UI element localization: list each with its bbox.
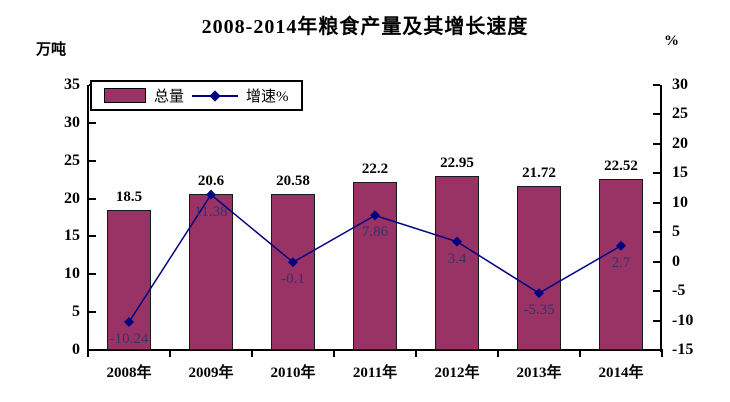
legend-line-diamond-icon [192, 89, 239, 102]
line-data-label: 3.4 [447, 251, 467, 267]
right-axis-tick-label: 10 [672, 194, 688, 211]
right-axis-tick-label: 15 [672, 164, 688, 181]
left-axis-tick [89, 273, 96, 275]
right-axis-tick-label: 0 [672, 253, 680, 270]
left-axis-tick-label: 5 [72, 303, 80, 320]
line-data-label: -10.24 [109, 331, 149, 347]
x-axis-category-label: 2011年 [352, 365, 398, 381]
right-axis-tick [653, 202, 660, 204]
line-data-label: 2.7 [611, 255, 631, 271]
diamond-marker [124, 316, 134, 327]
right-axis-unit-label: % [664, 33, 679, 49]
left-axis-tick [89, 235, 96, 237]
legend-label-total: 总量 [154, 89, 185, 105]
x-axis-tick [661, 350, 663, 357]
left-axis-tick-label: 0 [72, 341, 80, 358]
left-axis-tick-label: 35 [64, 76, 80, 93]
bar-data-label: 20.58 [276, 173, 310, 189]
x-axis-tick [579, 350, 581, 357]
right-axis-tick [653, 143, 660, 145]
right-axis-tick [653, 261, 660, 263]
left-axis-tick [89, 349, 96, 351]
right-axis-tick-label: -15 [672, 341, 694, 358]
bar-2014年 [599, 179, 643, 350]
right-axis-tick-label: 20 [672, 135, 688, 152]
left-axis-tick [89, 160, 96, 162]
bar-data-label: 22.95 [440, 155, 474, 171]
right-axis-tick [653, 113, 660, 115]
x-axis-tick [87, 350, 89, 357]
right-axis-tick-label: 5 [672, 223, 680, 240]
x-axis-category-label: 2014年 [598, 365, 644, 381]
legend: 总量 增速% [90, 80, 303, 111]
bar-2013年 [517, 186, 561, 350]
x-axis-category-label: 2013年 [516, 365, 562, 381]
left-axis-tick [89, 198, 96, 200]
bar-data-label: 21.72 [522, 165, 556, 181]
right-axis-tick [653, 320, 660, 322]
chart-title: 2008-2014年粮食产量及其增长速度 [201, 16, 529, 38]
x-axis-tick [251, 350, 253, 357]
left-axis-tick-label: 30 [64, 114, 80, 131]
x-axis-tick [415, 350, 417, 357]
line-data-label: 7.86 [361, 224, 389, 240]
x-axis-tick [333, 350, 335, 357]
diamond-marker [206, 189, 216, 200]
line-data-label: -5.35 [523, 302, 555, 318]
right-axis-tick [653, 290, 660, 292]
left-axis-tick-label: 20 [64, 190, 80, 207]
right-axis-tick [653, 84, 660, 86]
x-axis-tick [497, 350, 499, 357]
left-axis-tick [89, 122, 96, 124]
right-axis-tick [653, 231, 660, 233]
bar-2011年 [353, 182, 397, 350]
legend-label-growth: 增速% [246, 89, 289, 105]
left-axis-tick [89, 311, 96, 313]
right-axis-tick [653, 349, 660, 351]
x-axis-category-label: 2008年 [106, 365, 152, 381]
diamond-marker [534, 288, 544, 299]
left-axis-tick-label: 10 [64, 265, 80, 282]
left-axis-tick-label: 25 [64, 152, 80, 169]
diamond-marker [616, 240, 626, 251]
x-axis-category-label: 2012年 [434, 365, 480, 381]
line-data-label: -0.1 [281, 271, 305, 287]
right-axis-tick-label: -10 [672, 312, 694, 329]
right-axis-tick-label: 30 [672, 76, 688, 93]
bar-2012年 [435, 176, 479, 350]
bar-data-label: 22.2 [361, 161, 389, 177]
line-data-label: 11.38 [194, 204, 228, 220]
bar-data-label: 18.5 [115, 189, 143, 205]
legend-bar-swatch [104, 88, 146, 103]
right-axis-tick-label: -5 [672, 282, 686, 299]
left-axis-unit-label: 万吨 [36, 42, 67, 58]
right-axis-line [660, 85, 662, 352]
diamond-marker [452, 236, 462, 247]
right-axis-tick-label: 25 [672, 105, 688, 122]
bar-data-label: 20.6 [197, 173, 225, 189]
x-axis-category-label: 2009年 [188, 365, 234, 381]
diamond-marker [288, 257, 298, 268]
right-axis-tick [653, 172, 660, 174]
left-axis-line [87, 85, 89, 352]
bar-2010年 [271, 194, 315, 350]
bar-data-label: 22.52 [604, 158, 638, 174]
diamond-marker [370, 210, 380, 221]
x-axis-category-label: 2010年 [270, 365, 316, 381]
bar-2009年 [189, 194, 233, 350]
x-axis-tick [169, 350, 171, 357]
left-axis-tick-label: 15 [64, 227, 80, 244]
x-axis-line [87, 349, 663, 351]
